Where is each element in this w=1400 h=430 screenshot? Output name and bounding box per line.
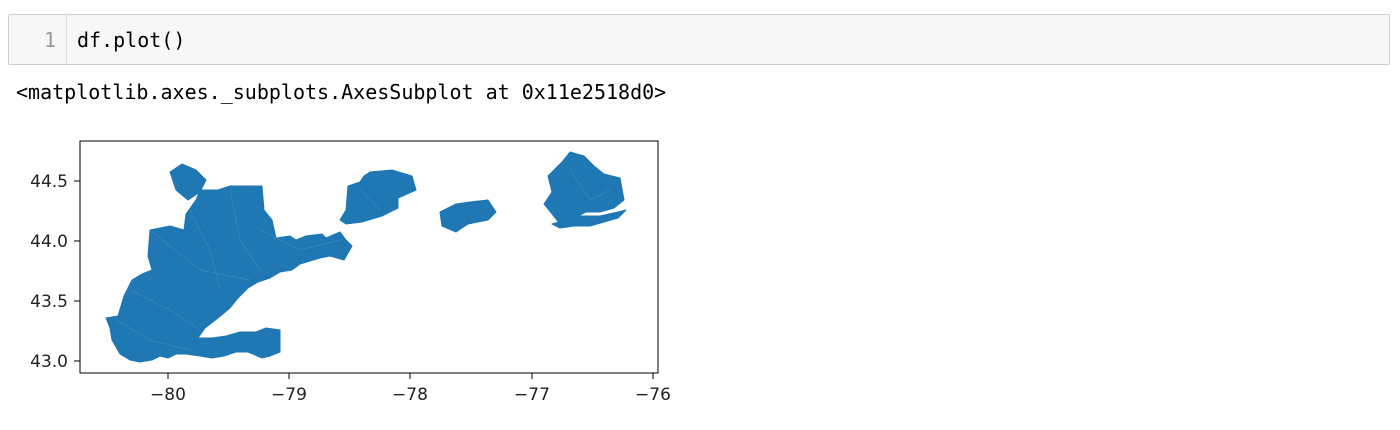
map-region-northwest xyxy=(169,163,207,201)
map-region-east xyxy=(543,151,625,225)
boundary-line xyxy=(569,169,611,201)
x-tick-label: −80 xyxy=(150,385,186,405)
map-shapes xyxy=(105,151,627,363)
map-region-east-islands xyxy=(551,209,627,229)
boundary-line xyxy=(229,189,261,271)
map-region-east-central xyxy=(439,199,497,233)
y-tick-label: 44.5 xyxy=(30,172,68,192)
boundary-line xyxy=(189,209,221,291)
y-tick-label: 44.0 xyxy=(30,232,68,252)
cell-output-text: <matplotlib.axes._subplots.AxesSubplot a… xyxy=(16,80,667,104)
code-cell[interactable]: 1 df.plot() xyxy=(8,14,1390,65)
map-boundaries xyxy=(115,169,611,351)
y-axis xyxy=(74,180,80,362)
line-number: 1 xyxy=(9,15,67,64)
code-input[interactable]: df.plot() xyxy=(77,27,186,52)
geo-plot: 43.0 43.5 44.0 44.5 −80 −79 −78 −77 −76 xyxy=(30,140,671,405)
x-tick-label: −79 xyxy=(271,385,307,405)
map-region-main xyxy=(105,185,353,363)
y-tick-label: 43.0 xyxy=(30,352,68,372)
boundary-line xyxy=(115,319,191,351)
boundary-line xyxy=(259,229,341,251)
map-region-central xyxy=(339,169,417,225)
x-tick-label: −77 xyxy=(514,385,550,405)
boundary-line xyxy=(149,229,251,281)
boundary-line xyxy=(129,289,201,331)
x-axis xyxy=(167,373,654,379)
y-tick-label: 43.5 xyxy=(30,292,68,312)
x-tick-label: −76 xyxy=(635,385,671,405)
x-tick-label: −78 xyxy=(392,385,428,405)
boundary-line xyxy=(359,189,381,211)
